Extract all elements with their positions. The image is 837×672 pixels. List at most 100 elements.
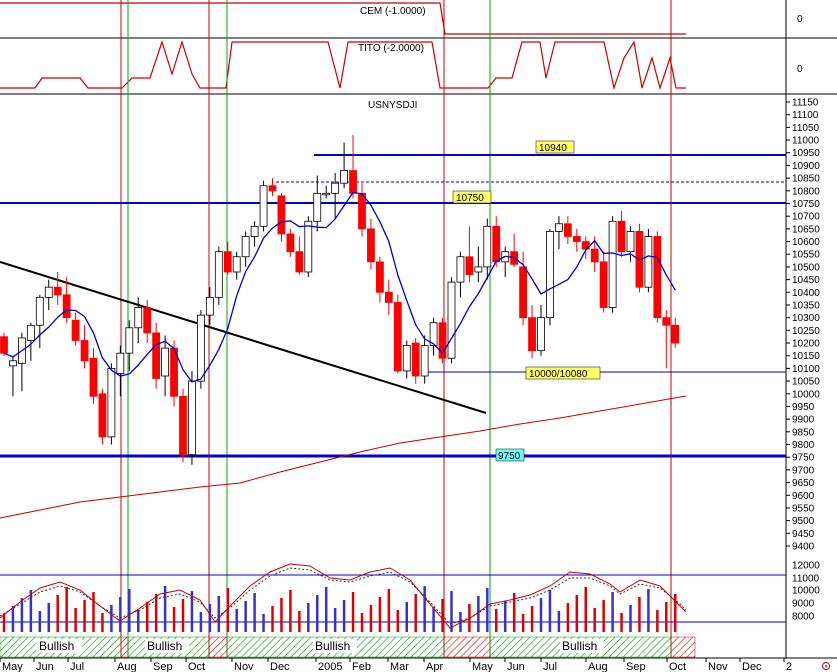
price-tick-label: 10350: [792, 300, 820, 311]
date-tick-label: May: [472, 661, 493, 672]
price-tick-label: 9950: [792, 402, 815, 413]
candle-up: [340, 170, 349, 184]
label-10940: 10940: [539, 143, 567, 154]
level-labels: 10940 10750 10000/10080 9750: [452, 140, 601, 462]
candle-down: [572, 236, 581, 242]
candle-up: [429, 322, 438, 346]
candle-down: [411, 342, 420, 377]
volume-panel: [0, 563, 786, 632]
candle-down: [295, 251, 304, 273]
candle-up: [26, 324, 35, 341]
volume-oscillator: [0, 563, 687, 629]
date-tick-label: Aug: [588, 661, 608, 672]
date-tick-label: Nov: [708, 661, 728, 672]
price-tick-label: 10050: [792, 377, 820, 388]
candle-up: [35, 296, 44, 326]
cem-axis-top: 0: [797, 14, 803, 25]
candle-up: [196, 314, 205, 382]
date-tick-label: Nov: [234, 661, 254, 672]
label-box-10750: [452, 190, 492, 204]
signal-bar: Bullish Bullish Bullish Bullish: [0, 636, 696, 658]
signal-bearish-4: [670, 636, 696, 658]
candle-down: [268, 185, 277, 192]
price-tick-label: 10650: [792, 224, 820, 235]
candle-up: [259, 185, 268, 227]
label-box-10000: [525, 366, 601, 380]
candle-up: [313, 192, 322, 222]
price-tick-label: 11000: [792, 136, 820, 147]
candle-up: [125, 327, 134, 354]
candle-up: [250, 225, 259, 237]
volume-tick-label: 10000: [792, 586, 820, 597]
date-tick-label: Dec: [742, 661, 762, 672]
date-tick-label: Jul: [70, 661, 84, 672]
candle-up: [474, 266, 483, 273]
candle-down: [590, 248, 599, 263]
candle-down: [0, 336, 8, 354]
candle-down: [384, 291, 393, 303]
tito-panel: TITO (-2.0000) 0: [0, 39, 803, 91]
price-tick-label: 9800: [792, 440, 815, 451]
candle-down: [465, 256, 474, 275]
date-axis: May Jun Jul Aug Sep Oct Nov Dec 2005 Feb Mar Apr May…: [0, 658, 792, 672]
price-tick-label: 11050: [792, 123, 820, 134]
candle-down: [53, 286, 62, 296]
date-tick-label: Feb: [352, 661, 371, 672]
candle-down: [80, 340, 89, 362]
candle-down: [277, 195, 286, 235]
candle-up: [420, 345, 429, 377]
candle-down: [635, 230, 644, 288]
price-tick-label: 11150: [792, 98, 819, 109]
candle-up: [555, 223, 563, 232]
price-tick-label: 10100: [792, 364, 820, 375]
candle-up: [402, 345, 411, 372]
price-tick-label: 9500: [792, 516, 815, 527]
price-tick-label: 9650: [792, 478, 815, 489]
price-tick-label: 10450: [792, 275, 820, 286]
date-tick-label: Apr: [426, 661, 443, 672]
candle-up: [644, 236, 653, 288]
candle-up: [546, 230, 554, 319]
candle-down: [438, 322, 447, 359]
price-tick-label: 10500: [792, 262, 820, 273]
signal-label-bullish: Bullish: [39, 639, 74, 653]
candle-down: [349, 170, 357, 194]
signal-bearish-3: [443, 636, 491, 658]
candle-up: [626, 230, 635, 253]
candle-up: [447, 281, 456, 359]
price-tick-label: 9850: [792, 427, 815, 438]
label-box-10940: [535, 140, 575, 154]
signal-bearish-1: [120, 636, 129, 658]
label-10000-10080: 10000/10080: [529, 369, 588, 380]
price-tick-label: 10250: [792, 326, 820, 337]
candle-up: [232, 256, 241, 273]
tito-axis-zero: 0: [797, 64, 803, 75]
price-tick-label: 9600: [792, 491, 815, 502]
settings-icon[interactable]: [822, 662, 830, 670]
candle-down: [286, 233, 295, 253]
candle-down: [152, 332, 161, 379]
date-tick-label: 2005: [318, 661, 342, 672]
candle-down: [358, 192, 366, 230]
candle-up: [44, 286, 53, 298]
signal-label-bg: [145, 639, 189, 653]
signal-label-bullish: Bullish: [147, 639, 182, 653]
price-tick-label: 10150: [792, 351, 820, 362]
candle-up: [322, 192, 331, 196]
candle-up: [188, 380, 196, 456]
price-tick-label: 10600: [792, 237, 820, 248]
date-tick-label: Dec: [270, 661, 290, 672]
label-box-9750: [495, 448, 525, 462]
price-tick-label: 10750: [792, 199, 820, 210]
signal-label-bullish: Bullish: [562, 639, 597, 653]
candle-down: [653, 236, 662, 319]
horizontal-levels: [0, 154, 786, 458]
candle-up: [161, 347, 170, 377]
price-tick-label: 10200: [792, 339, 820, 350]
candle-up: [331, 182, 340, 194]
settings-icon-dot: [825, 665, 827, 667]
date-tick-label: Mar: [390, 661, 409, 672]
